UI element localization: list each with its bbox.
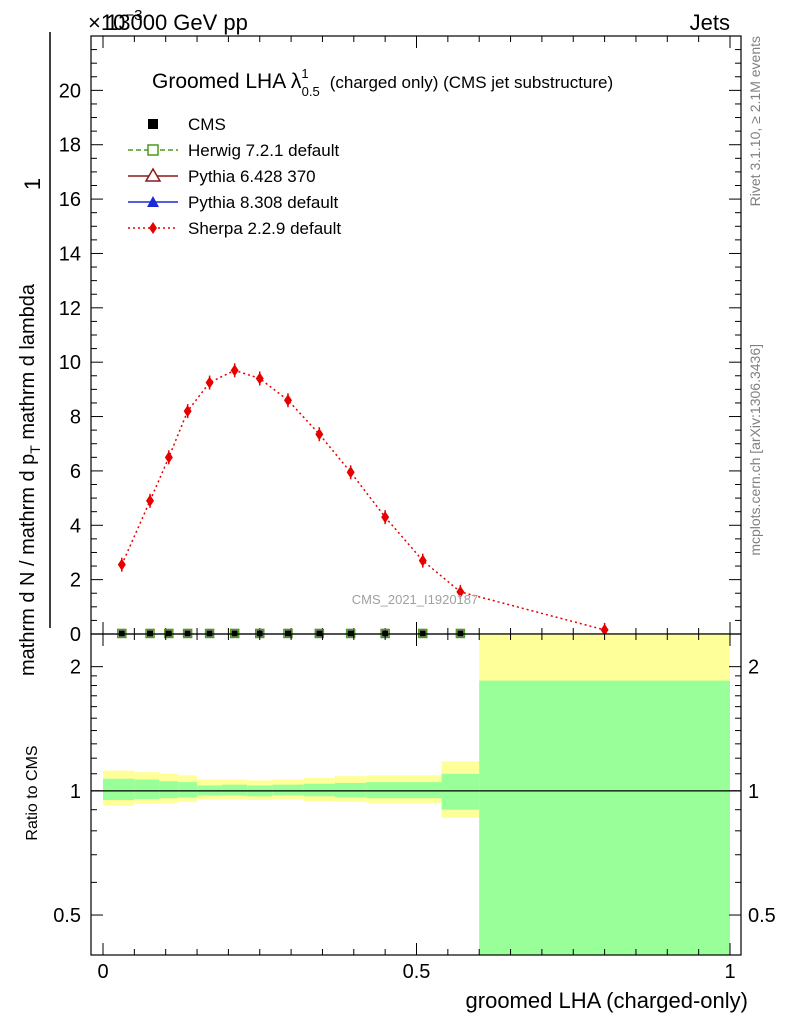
main-panel: 0 2 4 6 8 10 12 14 16 18 20	[59, 35, 742, 646]
ratio-band-green	[103, 778, 135, 801]
chart-title-main: Groomed LHA λ	[152, 70, 302, 93]
y-tick-label: 12	[59, 298, 81, 320]
x-axis-label: groomed LHA (charged-only)	[466, 988, 748, 1013]
ratio-y-tick-label-right: 1	[748, 781, 759, 803]
ratio-band-green	[441, 773, 480, 810]
y-tick-label: 20	[59, 80, 81, 102]
ratio-y-tick-label-right: 2	[748, 657, 759, 679]
sherpa-point	[164, 451, 173, 464]
ratio-band-green	[366, 782, 404, 799]
sherpa-point	[117, 558, 126, 571]
x-tick-label: 0	[97, 961, 108, 983]
sherpa-point	[205, 376, 214, 389]
y-label-bottom-main: mathrm d N / mathrm d p	[17, 454, 39, 676]
ratio-y-tick-label: 2	[70, 657, 81, 679]
sherpa-point	[230, 364, 239, 377]
ratio-band-green	[479, 680, 730, 955]
sherpa-point	[600, 623, 609, 636]
legend-label: CMS	[188, 115, 226, 134]
chart-title-sup: 1	[301, 66, 308, 81]
chart-title-rest: (charged only) (CMS jet substructure)	[330, 73, 613, 92]
watermark: CMS_2021_I1920187	[352, 592, 479, 607]
sherpa-point	[255, 372, 264, 385]
sherpa-point	[456, 585, 465, 598]
y-exponent-label: ×10−3	[88, 7, 142, 35]
y-tick-label: 6	[70, 461, 81, 483]
y-tick-label: 4	[70, 515, 81, 537]
y-label-bottom-sub: T	[27, 445, 43, 454]
ratio-band-green	[159, 781, 179, 799]
ratio-band-green	[178, 782, 198, 798]
sherpa-point	[346, 466, 355, 479]
x-tick-label: 0.5	[403, 961, 431, 983]
sherpa-point	[183, 405, 192, 418]
y-tick-label: 2	[70, 570, 81, 592]
ratio-band-green	[303, 783, 335, 797]
legend-label: Pythia 8.308 default	[188, 193, 339, 212]
y-exponent-power: −3	[125, 7, 142, 24]
y-tick-label: 10	[59, 352, 81, 374]
ratio-band-green	[134, 779, 160, 800]
chart-title-sub: 0.5	[302, 84, 320, 99]
ratio-band-green	[272, 784, 304, 796]
legend-pythia8-marker	[147, 196, 159, 207]
legend-sherpa-marker	[149, 222, 157, 234]
y-tick-label: 18	[59, 135, 81, 157]
ratio-y-tick-label: 1	[70, 781, 81, 803]
legend-cms-marker	[148, 119, 158, 129]
ratio-y-tick-label: 0.5	[53, 905, 81, 927]
y-tick-label: 8	[70, 407, 81, 429]
y-tick-label: 14	[59, 243, 81, 265]
sherpa-point	[315, 428, 324, 441]
mcplots-citation: mcplots.cern.ch [arXiv:1306.3436]	[747, 344, 763, 556]
chart-title: Groomed LHA λ1 0.5 (charged only) (CMS jet…	[152, 66, 613, 99]
y-axis-label: 1 mathrm d N / mathrm d pT mathrm d lamb…	[17, 32, 51, 676]
y-tick-label: 0	[70, 624, 81, 646]
x-tick-label: 1	[724, 961, 735, 983]
y-exponent-base: ×10	[88, 10, 125, 35]
header-category: Jets	[690, 10, 730, 35]
legend-label: Sherpa 2.2.9 default	[188, 219, 341, 238]
y-label-bottom: mathrm d N / mathrm d pT mathrm d lambda	[17, 283, 43, 676]
ratio-panel: 0.5 0.5 1 1 2 2 0 0.5 1	[53, 633, 776, 983]
ratio-band-green	[222, 784, 248, 796]
sherpa-point	[146, 494, 155, 507]
y-tick-label: 16	[59, 189, 81, 211]
legend-label: Herwig 7.2.1 default	[188, 141, 339, 160]
ratio-y-tick-label-right: 0.5	[748, 905, 776, 927]
legend-label: Pythia 6.428 370	[188, 167, 316, 186]
legend: CMS Herwig 7.2.1 default Pythia 6.428 370 P…	[128, 115, 341, 238]
header-energy: 13000 GeV pp	[106, 10, 248, 35]
ratio-y-label: Ratio to CMS	[24, 745, 41, 840]
ratio-band-green	[334, 782, 367, 798]
legend-herwig-marker	[147, 144, 159, 156]
sherpa-point	[418, 554, 427, 567]
sherpa-point	[381, 511, 390, 524]
legend-pythia6-marker	[144, 167, 162, 182]
ratio-band-green	[403, 782, 442, 799]
sherpa-line	[121, 369, 605, 631]
sherpa-point	[283, 394, 292, 407]
y-label-bottom-rest: mathrm d lambda	[17, 283, 39, 445]
rivet-version: Rivet 3.1.10, ≥ 2.1M events	[747, 36, 763, 206]
y-label-top: 1	[20, 178, 45, 190]
